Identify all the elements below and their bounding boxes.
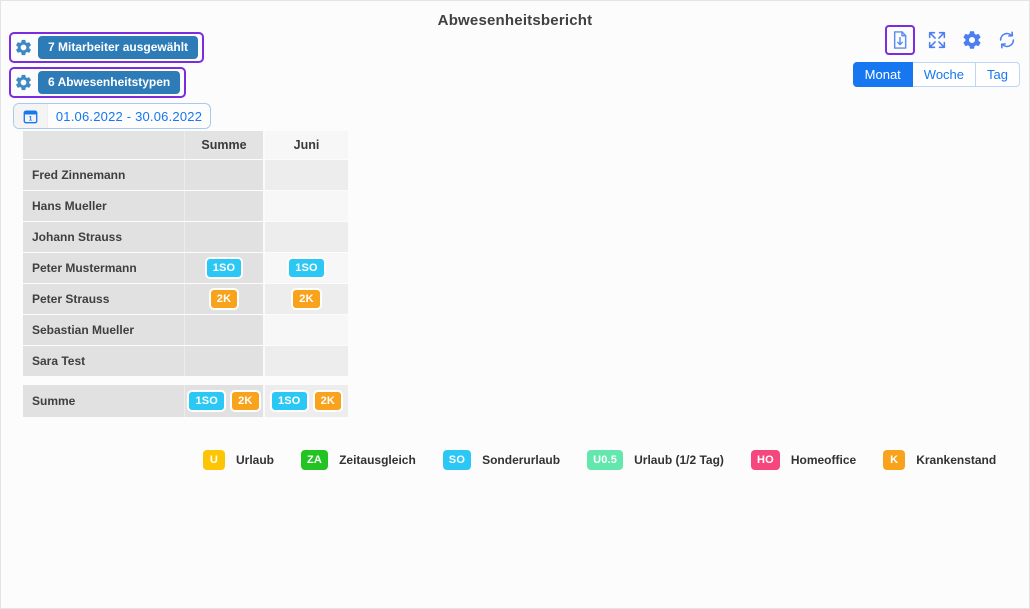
tab-tag[interactable]: Tag	[976, 62, 1020, 87]
absence-badge-K: 2K	[312, 390, 344, 412]
table-row: Peter Strauss 2K 2K	[23, 284, 348, 314]
absence-badge-U05: U0.5	[587, 450, 624, 470]
absence-badge-K: K	[883, 450, 906, 470]
toolbar: Monat Woche Tag	[852, 25, 1020, 87]
absence-badge-SO: SO	[442, 450, 472, 470]
tab-woche[interactable]: Woche	[912, 62, 977, 87]
legend-item-U05: U0.5 Urlaub (1/2 Tag)	[587, 450, 724, 470]
settings-icon[interactable]	[959, 27, 985, 53]
gear-icon[interactable]	[14, 38, 33, 57]
filter-controls: 7 Mitarbeiter ausgewählt 6 Abwesenheitst…	[9, 32, 211, 129]
table-header-row: Summe Juni	[23, 131, 348, 159]
employee-name: Sebastian Mueller	[23, 315, 184, 345]
gear-icon[interactable]	[14, 73, 33, 92]
employee-name: Hans Mueller	[23, 191, 184, 221]
sum-cell	[184, 160, 263, 190]
fullscreen-icon[interactable]	[924, 27, 950, 53]
sum-cell: 2K	[184, 284, 263, 314]
sum-cell	[184, 222, 263, 252]
legend: U Urlaub ZA Zeitausgleich SO Sonderurlaub U0.5…	[203, 450, 996, 470]
legend-item-ZA: ZA Zeitausgleich	[301, 450, 416, 470]
employee-name: Johann Strauss	[23, 222, 184, 252]
absence-badge-U: U	[203, 450, 225, 470]
table-body: Fred Zinnemann Hans Mueller Johann Strauss…	[23, 160, 348, 376]
absence-badge-SO: 1SO	[204, 257, 244, 279]
absence-badge-K: 2K	[230, 390, 261, 412]
absence-table: Summe Juni Fred Zinnemann Hans Mueller Joh…	[23, 131, 348, 418]
month-cell: 2K	[263, 284, 348, 314]
legend-item-HO: HO Homeoffice	[750, 450, 857, 470]
absence-type-filter[interactable]: 6 Abwesenheitstypen	[9, 67, 187, 98]
legend-item-SO: SO Sonderurlaub	[442, 450, 561, 470]
table-row: Sebastian Mueller	[23, 315, 348, 345]
absence-badge-HO: HO	[750, 450, 780, 470]
view-tabs: Monat Woche Tag	[852, 62, 1020, 87]
total-sum-cell: 1SO 2K	[184, 385, 263, 417]
date-range-value: 01.06.2022 - 30.06.2022	[55, 108, 203, 124]
absence-badge-SO: 1SO	[287, 257, 326, 279]
total-month-cell: 1SO 2K	[263, 385, 348, 417]
header-month: Juni	[263, 131, 348, 159]
table-row: Peter Mustermann 1SO 1SO	[23, 253, 348, 283]
table-row: Sara Test	[23, 346, 348, 376]
toolbar-icon-row	[885, 25, 1020, 55]
page-title: Abwesenheitsbericht	[437, 12, 593, 29]
legend-label: Urlaub	[236, 453, 275, 467]
employee-filter[interactable]: 7 Mitarbeiter ausgewählt	[9, 32, 205, 63]
legend-label: Homeoffice	[790, 453, 857, 467]
employee-filter-button[interactable]: 7 Mitarbeiter ausgewählt	[38, 36, 199, 59]
sum-cell	[184, 315, 263, 345]
legend-label: Sonderurlaub	[482, 453, 561, 467]
table-row: Hans Mueller	[23, 191, 348, 221]
absence-badge-K: 2K	[291, 288, 322, 310]
month-cell: 1SO	[263, 253, 348, 283]
total-label: Summe	[23, 385, 184, 417]
legend-label: Krankenstand	[916, 453, 997, 467]
table-row: Johann Strauss	[23, 222, 348, 252]
table-row: Fred Zinnemann	[23, 160, 348, 190]
table-total-row: Summe 1SO 2K 1SO 2K	[23, 385, 348, 417]
month-cell	[263, 191, 348, 221]
month-cell	[263, 160, 348, 190]
employee-name: Sara Test	[23, 346, 184, 376]
employee-name: Peter Mustermann	[23, 253, 184, 283]
header-name	[23, 131, 184, 159]
month-cell	[263, 222, 348, 252]
tab-monat[interactable]: Monat	[852, 62, 913, 87]
svg-text:1: 1	[29, 115, 33, 122]
date-range-picker[interactable]: 1 01.06.2022 - 30.06.2022	[13, 103, 211, 129]
absence-badge-K: 2K	[208, 288, 240, 310]
month-cell	[263, 346, 348, 376]
header-sum: Summe	[184, 131, 263, 159]
legend-item-U: U Urlaub	[203, 450, 274, 470]
calendar-icon: 1	[14, 104, 48, 128]
legend-label: Zeitausgleich	[339, 453, 416, 467]
absence-badge-SO: 1SO	[187, 390, 227, 412]
absence-badge-SO: 1SO	[269, 390, 309, 412]
legend-item-K: K Krankenstand	[883, 450, 996, 470]
legend-label: Urlaub (1/2 Tag)	[634, 453, 724, 467]
month-cell	[263, 315, 348, 345]
sum-cell: 1SO	[184, 253, 263, 283]
sum-cell	[184, 191, 263, 221]
sum-cell	[184, 346, 263, 376]
export-icon[interactable]	[885, 25, 915, 55]
employee-name: Peter Strauss	[23, 284, 184, 314]
absence-badge-ZA: ZA	[301, 450, 329, 470]
absence-type-filter-button[interactable]: 6 Abwesenheitstypen	[38, 71, 181, 94]
refresh-icon[interactable]	[994, 27, 1020, 53]
employee-name: Fred Zinnemann	[23, 160, 184, 190]
